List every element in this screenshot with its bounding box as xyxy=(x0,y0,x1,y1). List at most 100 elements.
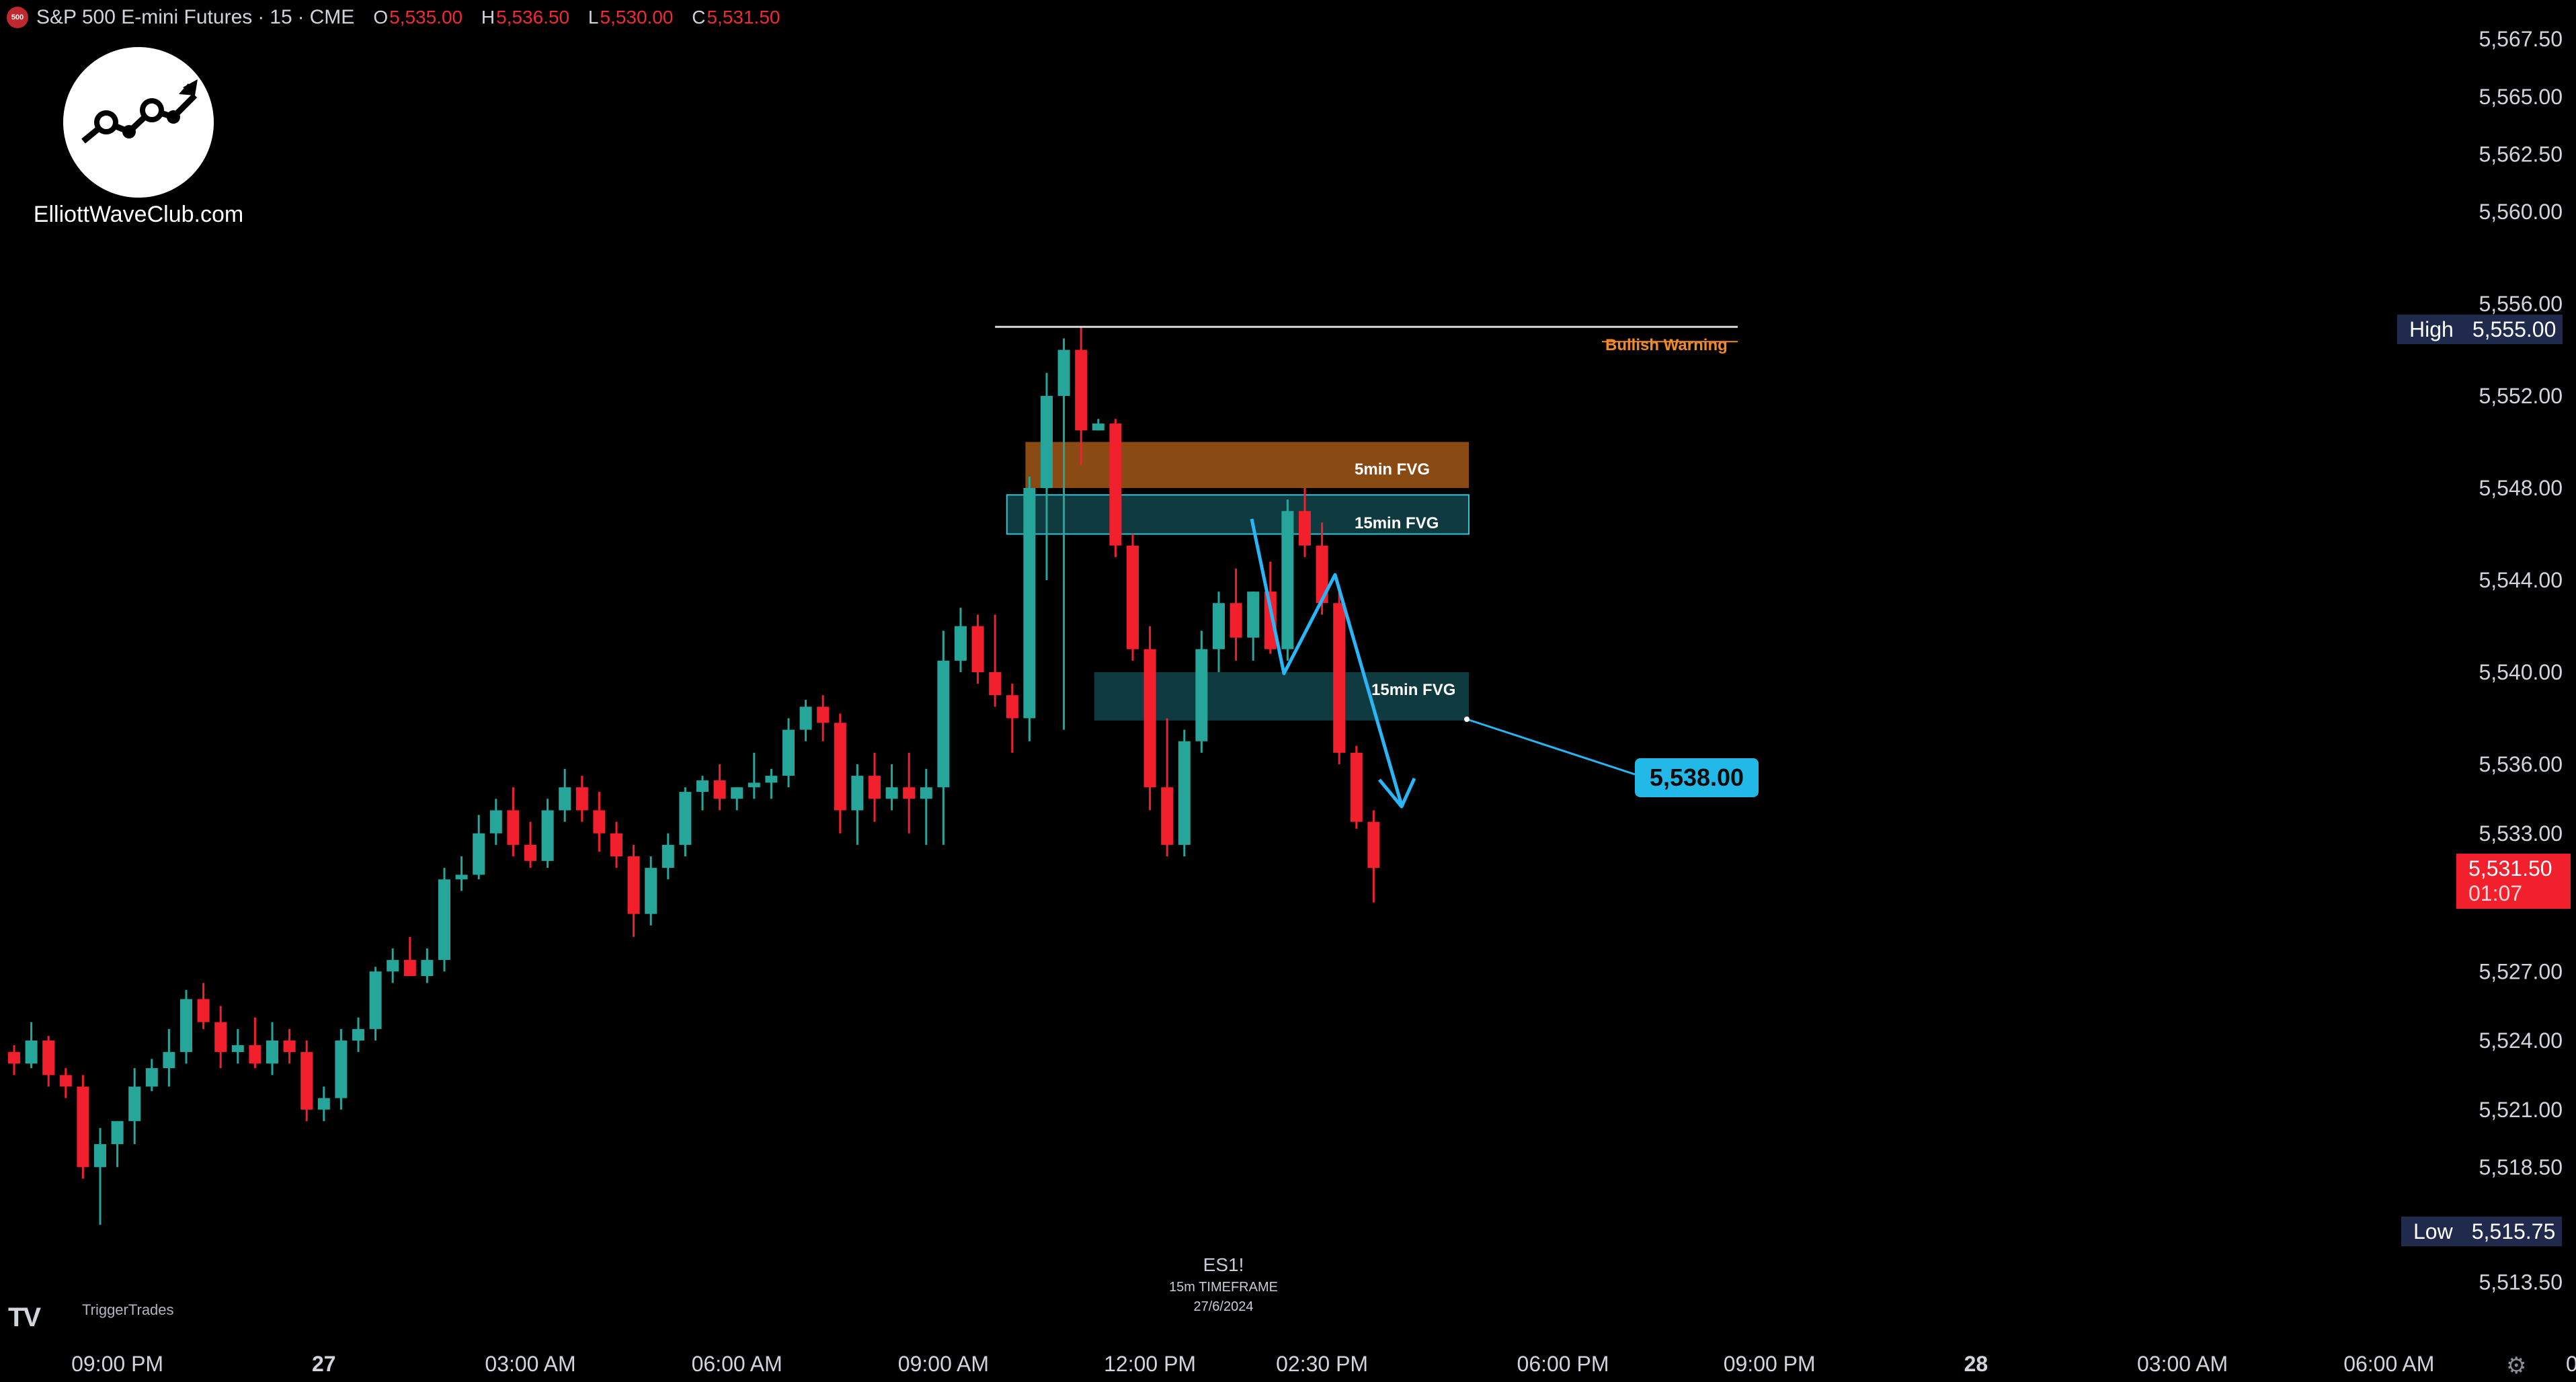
candle-body xyxy=(266,1041,278,1064)
close-value: 5,531.50 xyxy=(707,7,780,28)
projection-overlay xyxy=(995,325,1738,809)
settings-icon[interactable]: ⚙ xyxy=(2506,1353,2527,1379)
candle-body xyxy=(679,792,692,845)
candle xyxy=(1213,592,1225,672)
price-tick-label: 5,536.00 xyxy=(2479,752,2563,776)
candle xyxy=(507,787,520,856)
price-axis: 5,567.50 5,565.00 5,562.50 5,560.00 5,556.00… xyxy=(2479,27,2563,1295)
projection-path xyxy=(1250,518,1404,806)
low-tag-value: 5,515.75 xyxy=(2464,1217,2563,1246)
candle-body xyxy=(197,999,210,1022)
candle-body xyxy=(145,1068,158,1087)
candle-body xyxy=(128,1086,141,1121)
symbol-title[interactable]: S&P 500 E-mini Futures xyxy=(36,6,253,28)
candle-body xyxy=(1213,603,1225,649)
candle xyxy=(765,768,778,799)
candle-body xyxy=(1075,350,1088,431)
candle xyxy=(661,833,674,880)
fvg-5min-zone xyxy=(1025,442,1469,488)
candle xyxy=(955,608,967,672)
candle xyxy=(696,776,709,811)
tradingview-logo[interactable]: TV xyxy=(8,1303,41,1332)
low-key: L xyxy=(588,7,599,28)
candle xyxy=(541,799,554,868)
open-key: O xyxy=(373,7,389,28)
candle xyxy=(25,1022,38,1069)
candle xyxy=(42,1036,55,1087)
candle-body xyxy=(593,810,606,834)
time-tick-label: 12:00 PM xyxy=(1104,1352,1196,1376)
candle-body xyxy=(645,868,657,914)
exchange: CME xyxy=(309,6,355,28)
candle xyxy=(111,1121,124,1168)
candle xyxy=(8,1045,20,1075)
candle xyxy=(1109,419,1122,557)
candle xyxy=(989,614,1002,707)
price-tick-label: 5,552.00 xyxy=(2479,384,2563,408)
candle xyxy=(1075,327,1088,465)
fvg-15min-upper-label: 15min FVG xyxy=(1355,514,1439,532)
candle-body xyxy=(25,1041,38,1064)
candle-body xyxy=(300,1052,313,1110)
target-connector xyxy=(1466,718,1636,776)
candle xyxy=(1247,592,1260,661)
candle xyxy=(1230,568,1242,661)
candle-body xyxy=(421,960,434,977)
candle xyxy=(971,614,984,684)
candle-body xyxy=(42,1041,55,1075)
close-key: C xyxy=(692,7,706,28)
candle xyxy=(645,856,657,926)
time-tick-label: 03:00 AM xyxy=(485,1352,575,1376)
candle-body xyxy=(249,1045,261,1064)
candle-body xyxy=(610,833,622,856)
ohlc-values: O5,535.00 H5,536.50 L5,530.00 C5,531.50 xyxy=(373,7,793,28)
candle xyxy=(403,936,416,977)
price-tick-label: 5,513.50 xyxy=(2479,1270,2563,1295)
candle xyxy=(369,967,382,1041)
candle-body xyxy=(1109,423,1122,546)
high-value: 5,536.50 xyxy=(496,7,570,28)
fvg-15min-upper-zone xyxy=(1006,494,1470,535)
candle xyxy=(903,752,916,834)
candle-body xyxy=(352,1028,364,1041)
time-tick-label: 02:30 PM xyxy=(1276,1352,1368,1376)
chart-header: 500 S&P 500 E-mini Futures · 15 · CME O5… xyxy=(7,3,793,32)
interval[interactable]: 15 xyxy=(270,6,292,28)
candle-body xyxy=(627,856,640,914)
candle xyxy=(180,989,192,1064)
candle xyxy=(1161,718,1174,856)
time-tick-label: 03:00 AM xyxy=(2137,1352,2228,1376)
candle-body xyxy=(1178,741,1191,845)
candle-body xyxy=(1127,545,1139,649)
candle xyxy=(559,768,571,822)
candle-body xyxy=(955,626,967,661)
candle-body xyxy=(782,729,795,776)
projection-arrowhead xyxy=(1378,777,1416,809)
author-name[interactable]: TriggerTrades xyxy=(82,1301,174,1318)
price-tick-label: 5,540.00 xyxy=(2479,660,2563,684)
high-key: H xyxy=(481,7,495,28)
candle-body xyxy=(489,810,502,834)
candle xyxy=(817,695,830,741)
fvg-15min-lower-zone xyxy=(1094,672,1469,721)
candle xyxy=(455,856,468,891)
candle-body xyxy=(1006,695,1018,719)
candle-body xyxy=(1333,603,1346,753)
candle xyxy=(77,1075,89,1179)
candle-body xyxy=(903,787,916,799)
candle-body xyxy=(851,776,864,811)
candle xyxy=(421,948,434,983)
candle-body xyxy=(507,810,520,845)
candle xyxy=(679,787,692,856)
candle-body xyxy=(111,1121,124,1145)
separator: · xyxy=(257,6,265,28)
low-price-tag: Low 5,515.75 xyxy=(2401,1217,2563,1246)
candle-body xyxy=(575,787,588,811)
candle xyxy=(731,787,743,811)
target-price-label[interactable]: 5,538.00 xyxy=(1635,758,1759,797)
candle xyxy=(885,764,898,811)
candle-body xyxy=(77,1086,89,1168)
symbol-icon[interactable]: 500 xyxy=(7,7,28,28)
candle-body xyxy=(559,787,571,811)
